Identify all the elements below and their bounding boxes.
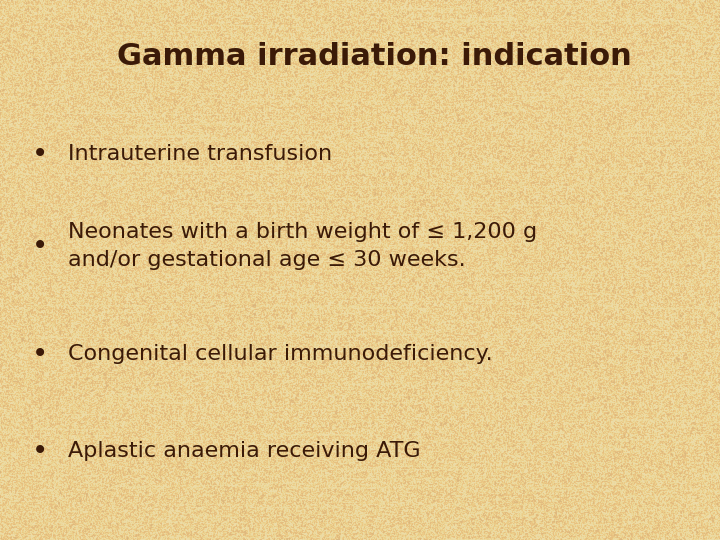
Text: Aplastic anaemia receiving ATG: Aplastic anaemia receiving ATG	[68, 441, 421, 461]
Text: •: •	[32, 437, 48, 465]
Text: Intrauterine transfusion: Intrauterine transfusion	[68, 144, 333, 164]
Text: •: •	[32, 232, 48, 260]
Text: Gamma irradiation: indication: Gamma irradiation: indication	[117, 42, 631, 71]
Text: •: •	[32, 340, 48, 368]
Text: Congenital cellular immunodeficiency.: Congenital cellular immunodeficiency.	[68, 343, 493, 364]
Text: •: •	[32, 140, 48, 168]
Text: Neonates with a birth weight of ≤ 1,200 g
and/or gestational age ≤ 30 weeks.: Neonates with a birth weight of ≤ 1,200 …	[68, 222, 538, 269]
